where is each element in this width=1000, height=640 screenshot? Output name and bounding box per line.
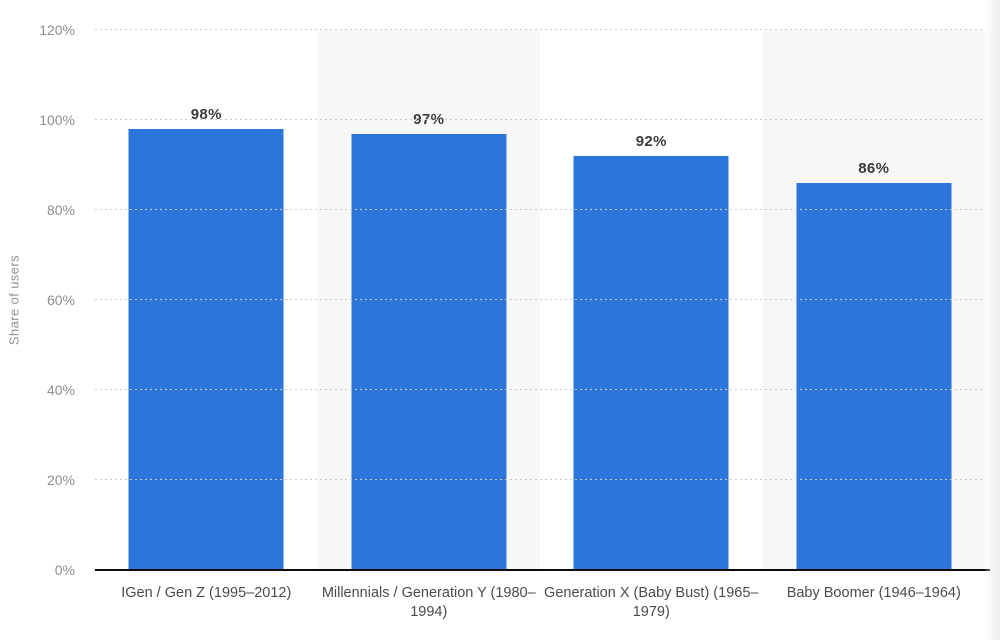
y-tick-label: 80%	[46, 202, 75, 218]
bar-3	[573, 156, 729, 570]
bar-1	[128, 129, 284, 570]
plot-area: 98% 97% 92% 86%	[95, 29, 985, 570]
right-edge-shade	[984, 0, 1000, 640]
bar-value-label: 92%	[635, 133, 667, 150]
bar-4	[796, 183, 952, 570]
gridline	[95, 29, 985, 30]
category-column: 92%	[540, 30, 763, 570]
gridline	[95, 119, 985, 120]
x-axis-label: Generation X (Baby Bust) (1965–1979)	[544, 585, 759, 620]
bar-2	[351, 133, 507, 570]
y-axis-ticks: 0% 20% 40% 60% 80% 100% 120%	[0, 22, 95, 578]
y-tick-label: 120%	[39, 22, 75, 38]
x-axis-line	[95, 569, 990, 571]
y-tick-label: 20%	[46, 472, 75, 488]
gridline	[95, 479, 985, 480]
y-tick-label: 0%	[54, 562, 75, 578]
category-column: 86%	[762, 30, 985, 570]
y-tick-label: 40%	[46, 382, 75, 398]
category-column: 97%	[317, 30, 540, 570]
y-tick-label: 100%	[39, 112, 75, 128]
x-axis-label: Millennials / Generation Y (1980–1994)	[321, 585, 536, 620]
x-axis-label: IGen / Gen Z (1995–2012)	[121, 585, 292, 601]
gridline	[95, 209, 985, 210]
bar-value-label: 86%	[858, 160, 890, 177]
bar-value-label: 98%	[190, 106, 222, 123]
gridline	[95, 389, 985, 390]
y-tick-label: 60%	[46, 292, 75, 308]
gridline	[95, 299, 985, 300]
x-axis-label: Baby Boomer (1946–1964)	[786, 585, 961, 601]
category-column: 98%	[95, 30, 318, 570]
